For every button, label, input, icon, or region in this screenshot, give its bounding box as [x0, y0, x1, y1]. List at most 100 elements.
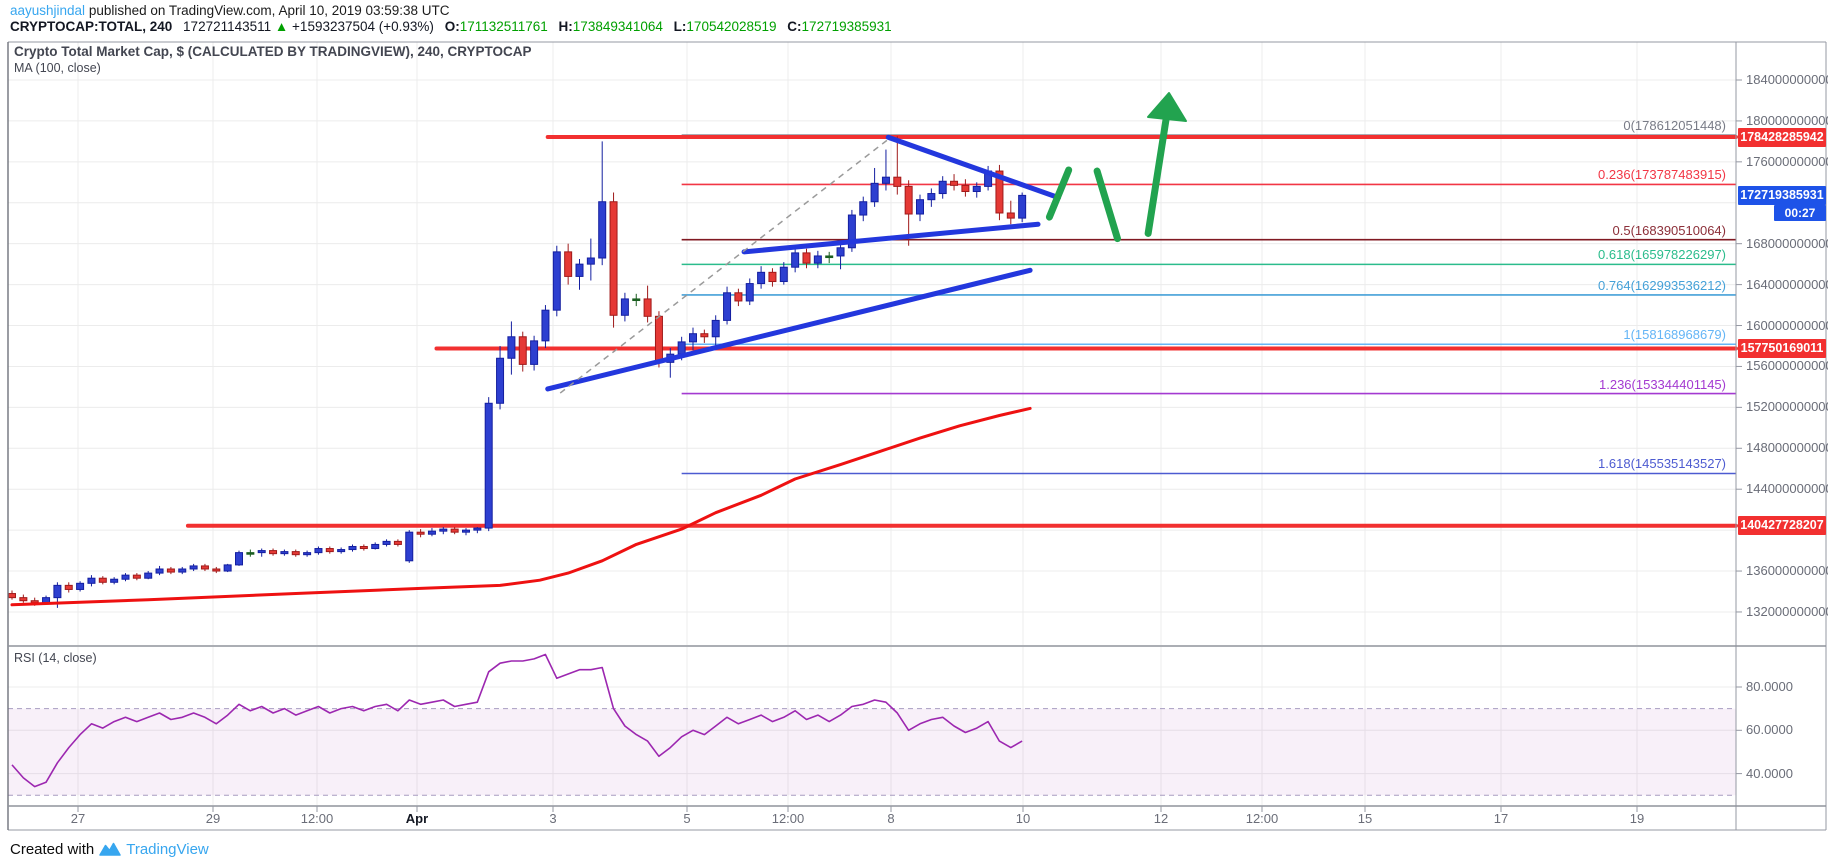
time-axis-label: 29 — [205, 811, 221, 826]
candle-body — [462, 529, 470, 533]
price-axis-label: 164000000000 — [1746, 276, 1828, 292]
candle-body — [76, 582, 85, 590]
candle-body — [995, 170, 1004, 214]
candle-body — [870, 182, 879, 203]
candle-body — [155, 568, 164, 574]
candle-body — [530, 340, 539, 365]
time-axis-label: 5 — [683, 811, 691, 826]
price-line-badge: 140427728207 — [1738, 516, 1826, 536]
candle-body — [859, 201, 868, 216]
candle-body — [757, 271, 766, 285]
candle-body — [881, 176, 890, 184]
price-axis-label: 176000000000 — [1746, 153, 1828, 169]
price-axis-label: 156000000000 — [1746, 358, 1828, 374]
fib-level-label: 0.5(168390510064) — [1612, 222, 1727, 238]
candle-body — [110, 578, 119, 583]
price-axis-label: 148000000000 — [1746, 440, 1828, 456]
time-axis-label: 10 — [1015, 811, 1031, 826]
fib-level-label: 1.236(153344401145) — [1599, 376, 1726, 392]
candle-body — [359, 545, 368, 550]
ma-indicator-label: MA (100, close) — [14, 61, 101, 75]
time-axis-label: 12:00 — [300, 811, 334, 826]
candle-body — [98, 577, 107, 583]
price-line-badge: 178428285942 — [1738, 127, 1826, 147]
rsi-indicator-label: RSI (14, close) — [14, 651, 97, 665]
time-axis-label: 27 — [70, 811, 86, 826]
candle-body — [950, 180, 959, 186]
candle-body — [325, 548, 334, 553]
fib-level-label: 1(158168968679) — [1623, 327, 1726, 343]
candle-body — [916, 199, 924, 215]
candle-body — [87, 577, 96, 584]
high-label: H: — [558, 19, 573, 34]
time-axis-label: 12 — [1153, 811, 1169, 826]
ma-line — [10, 406, 1032, 607]
candle-body — [246, 552, 255, 555]
candle-body — [303, 552, 312, 556]
candle-body — [348, 545, 357, 551]
candle-body — [53, 584, 62, 599]
candle-body — [541, 309, 550, 342]
fib-level-label: 0.764(162993536212) — [1598, 277, 1726, 293]
candle-body — [938, 180, 947, 195]
candle-body — [745, 283, 754, 302]
candle-body — [813, 255, 822, 264]
candle-body — [700, 333, 709, 338]
candle-body — [893, 176, 902, 187]
candle-body — [552, 251, 561, 311]
candle-body — [972, 185, 981, 193]
candle-body — [427, 530, 436, 535]
price-axis-label: 136000000000 — [1746, 563, 1828, 579]
symbol-label: CRYPTOCAP:TOTAL, 240 — [10, 19, 173, 34]
candle-body — [620, 298, 629, 316]
candle-body — [723, 292, 732, 321]
candle-body — [200, 565, 209, 570]
candle-body — [632, 298, 641, 302]
candle-body — [19, 597, 28, 602]
green-arrowhead-icon — [1147, 92, 1187, 122]
open-label: O: — [444, 19, 460, 34]
fib-level-label: 0(178612051448) — [1623, 118, 1726, 134]
candle-body — [8, 593, 16, 599]
fib-level-label: 0.236(173787483915) — [1598, 167, 1726, 183]
close-value: 172719385931 — [801, 19, 892, 34]
candle-body — [405, 531, 414, 562]
up-triangle-icon: ▲ — [274, 19, 289, 34]
candle-body — [257, 550, 266, 554]
open-value: 171132511761 — [459, 19, 548, 34]
candle-body — [779, 266, 788, 283]
author-link[interactable]: aayushjindal — [10, 3, 86, 18]
candle-body — [689, 333, 697, 343]
candle-body — [189, 565, 198, 570]
candle-body — [382, 540, 391, 545]
trendline-triangle-upper — [885, 134, 1061, 201]
candle-body — [1006, 212, 1015, 219]
price-axis-label: 184000000000 — [1746, 72, 1828, 87]
trendline-rising-support — [545, 267, 1033, 392]
green-annotation-stroke — [1045, 166, 1073, 221]
time-axis-label: 3 — [549, 811, 557, 826]
candle-body — [235, 552, 243, 566]
candle-body — [337, 549, 346, 553]
time-axis-label: 12:00 — [1245, 811, 1279, 826]
price-axis-label: 180000000000 — [1746, 112, 1828, 128]
candle-body — [847, 214, 856, 249]
candle-body — [496, 357, 505, 404]
tradingview-link[interactable]: TradingView — [126, 841, 209, 858]
candle-body — [1018, 194, 1027, 219]
candle-body — [586, 257, 595, 265]
candle-body — [711, 319, 720, 338]
time-axis-label: 17 — [1493, 811, 1509, 826]
green-annotation-stroke — [1093, 167, 1121, 243]
low-value: 170542028519 — [686, 19, 777, 34]
quote-row: CRYPTOCAP:TOTAL, 240 172721143511 ▲ +159… — [10, 19, 892, 34]
last-price: 172721143511 — [183, 19, 272, 34]
candle-body — [961, 184, 970, 193]
close-label: C: — [787, 19, 802, 34]
time-axis-label: 19 — [1629, 811, 1645, 826]
candle-countdown-badge: 00:27 — [1774, 205, 1826, 222]
rsi-axis-label: 60.0000 — [1746, 722, 1793, 738]
candle-body — [575, 263, 584, 277]
